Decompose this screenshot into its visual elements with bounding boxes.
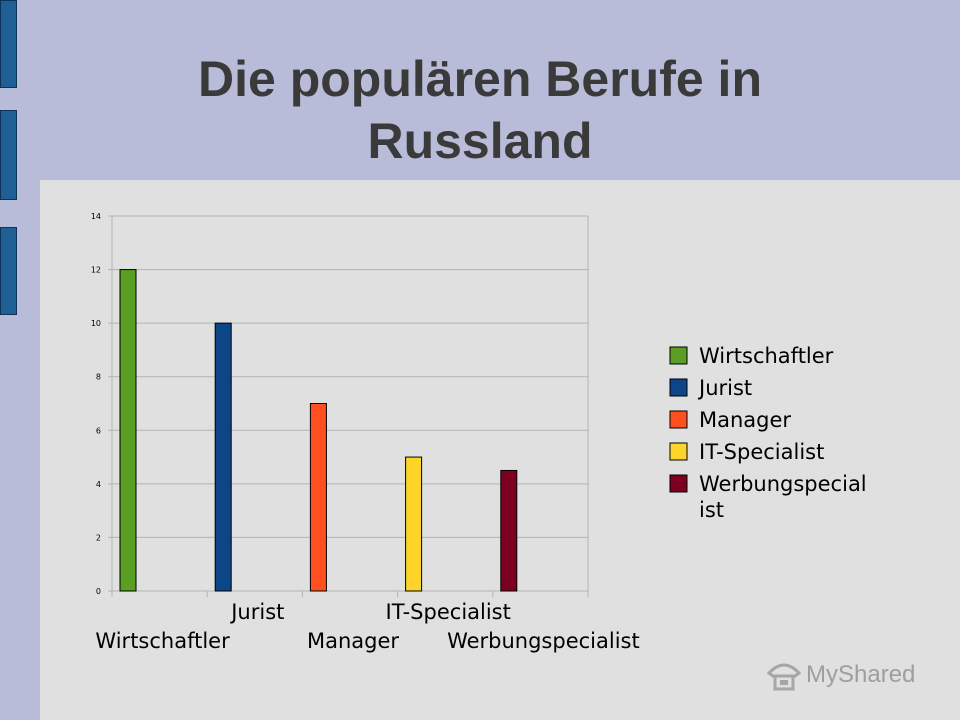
bar-jurist [214,322,232,592]
y-tick-label: 2 [96,533,101,542]
y-tick-label: 4 [96,480,101,489]
x-axis-categories: Wirtschaftler Jurist Manager IT-Specialist W… [95,600,639,653]
legend-swatch [669,410,688,429]
slide-title: Die populären Berufe in Russland [198,51,762,169]
chart-bars [119,269,518,592]
side-bar-middle [0,110,17,200]
side-bar-top [0,0,17,88]
chart-legend: Wirtschaftler Jurist Manager IT-Specialist W… [669,344,867,522]
watermark-text: MyShared [806,661,916,688]
y-tick-label: 6 [96,426,101,435]
x-category-label: Werbungspecialist [447,629,640,653]
bar-werbungspecialist [500,469,518,592]
y-tick-label: 12 [91,266,101,275]
x-category-label: Jurist [229,600,284,624]
legend-swatch [669,442,688,461]
legend-swatch [669,378,688,397]
mushroom-logo-icon [766,663,802,691]
y-tick-label: 8 [96,373,101,382]
legend-swatch [669,346,688,365]
y-tick-label: 14 [91,212,101,221]
watermark-logo: MyShared [766,656,915,694]
legend-label: Manager [699,408,791,432]
bar-manager [309,403,327,592]
side-bar-bottom [0,227,17,315]
content-panel: 0 2 4 6 8 10 12 14 Wirtschaftler Jurist Manager IT… [40,180,960,720]
bar-it-specialist [405,456,423,592]
legend-label: IT-Specialist [699,440,824,464]
y-axis-ticks: 0 2 4 6 8 10 12 14 [91,212,101,596]
chart-grid [108,215,589,597]
y-tick-label: 0 [96,587,101,596]
x-category-label: Manager [307,629,399,653]
x-category-label: IT-Specialist [386,600,511,624]
x-category-label: Wirtschaftler [95,629,230,653]
bar-chart: 0 2 4 6 8 10 12 14 Wirtschaftler Jurist Manager IT… [91,212,867,653]
legend-label: Wirtschaftler [699,344,834,368]
y-tick-label: 10 [91,319,101,328]
bar-wirtschaftler [119,269,137,592]
legend-label: Werbungspecial ist [699,472,867,522]
legend-label: Jurist [697,376,752,400]
legend-swatch [669,474,688,493]
